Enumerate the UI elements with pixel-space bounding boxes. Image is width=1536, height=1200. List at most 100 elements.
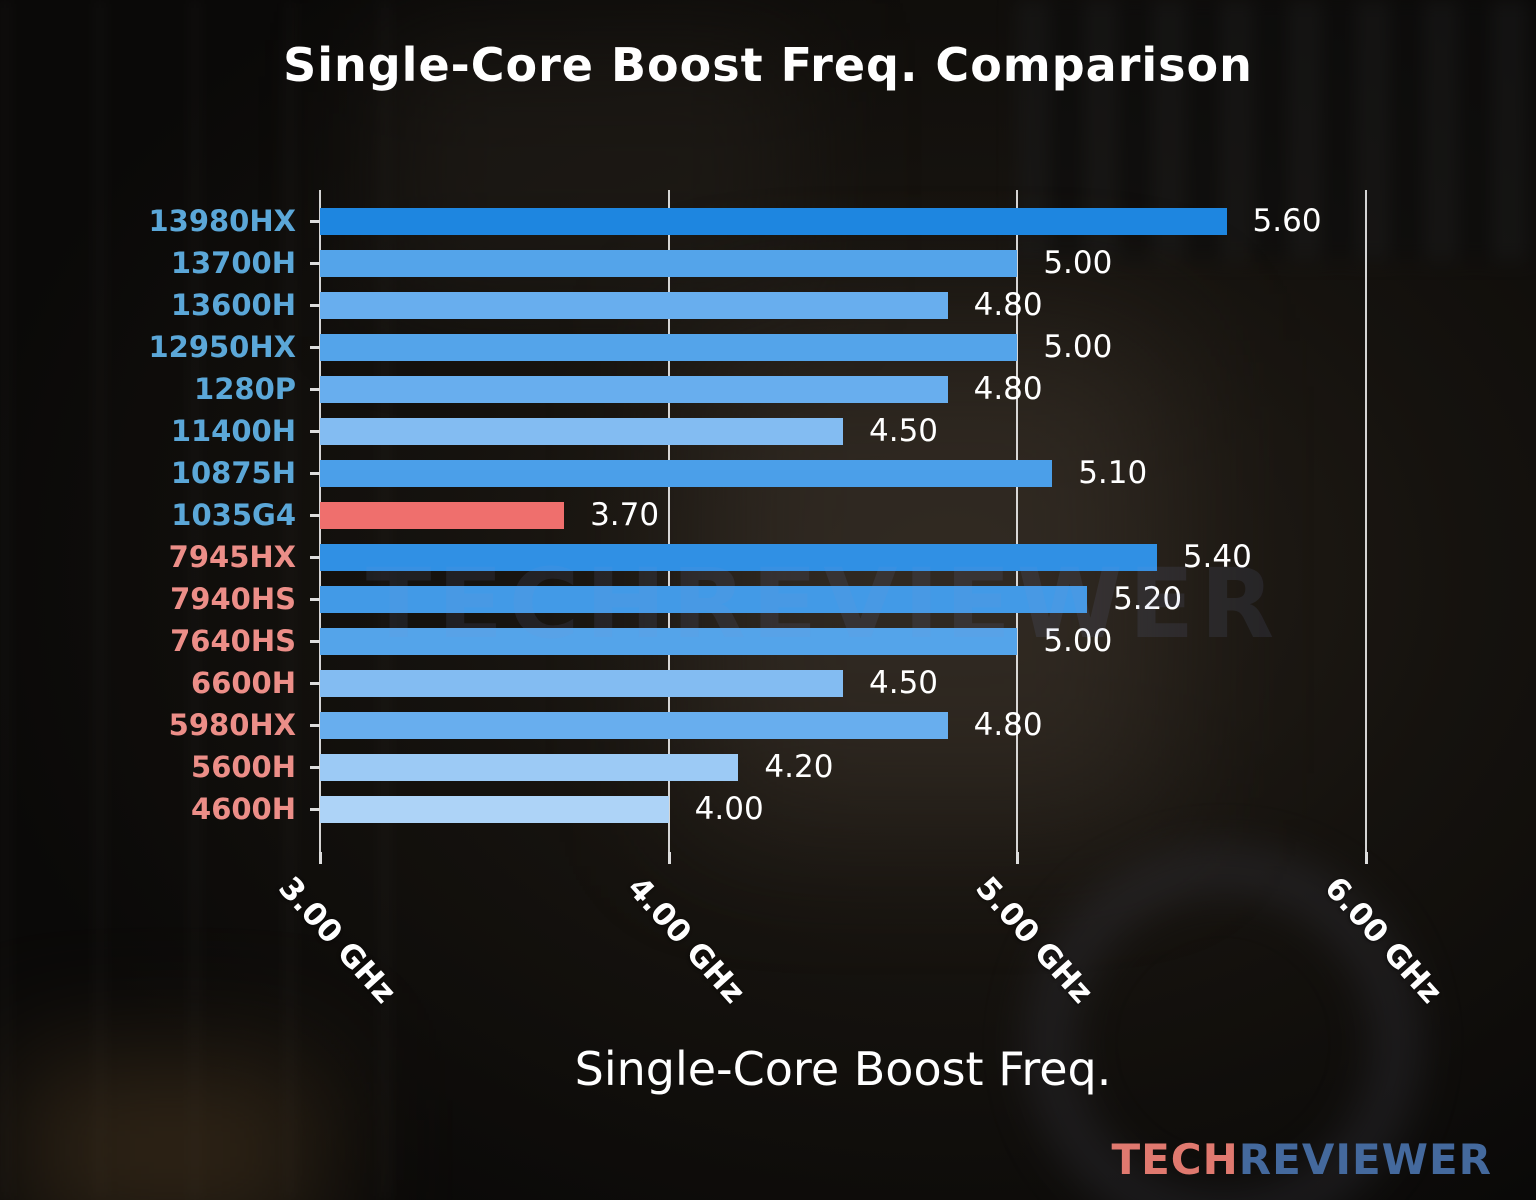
category-label: 1280P xyxy=(194,371,296,406)
value-label: 5.40 xyxy=(1182,538,1252,575)
chart-row: 10875H 5.10 xyxy=(60,452,1366,494)
value-label: 5.10 xyxy=(1078,454,1148,491)
value-label: 5.00 xyxy=(1043,328,1113,365)
y-tick-mark xyxy=(310,345,320,349)
y-tick-mark xyxy=(310,807,320,811)
bar-7940hs xyxy=(320,585,1088,613)
bar-track: 4.80 xyxy=(320,368,1366,410)
bar-track: 5.00 xyxy=(320,620,1366,662)
bar-6600h xyxy=(320,669,843,697)
y-tick-mark xyxy=(310,219,320,223)
x-tick-label: 4.00 GHz xyxy=(619,870,752,1011)
brand-logo-part2: REVIEWER xyxy=(1238,1135,1492,1184)
category-label: 13980HX xyxy=(148,203,296,238)
value-label: 4.00 xyxy=(694,790,764,827)
bar-13980hx xyxy=(320,207,1227,235)
category-label: 5980HX xyxy=(168,707,296,742)
background-blur-shape xyxy=(20,1060,320,1200)
value-label: 5.00 xyxy=(1043,244,1113,281)
bar-track: 4.80 xyxy=(320,284,1366,326)
value-label: 4.80 xyxy=(973,286,1043,323)
x-tick-mark xyxy=(319,852,322,864)
category-label: 7640HS xyxy=(170,623,296,658)
bar-track: 5.40 xyxy=(320,536,1366,578)
chart-row: 7640HS 5.00 xyxy=(60,620,1366,662)
bar-track: 5.10 xyxy=(320,452,1366,494)
value-label: 4.80 xyxy=(973,370,1043,407)
value-label: 4.20 xyxy=(764,748,834,785)
category-label: 11400H xyxy=(170,413,296,448)
bar-track: 4.50 xyxy=(320,410,1366,452)
chart-row: 6600H 4.50 xyxy=(60,662,1366,704)
y-tick-mark xyxy=(310,639,320,643)
chart-row: 7940HS 5.20 xyxy=(60,578,1366,620)
bar-1035g4 xyxy=(320,501,565,529)
brand-logo-part1: TECH xyxy=(1111,1135,1239,1184)
bar-13700h xyxy=(320,249,1018,277)
bar-12950hx xyxy=(320,333,1018,361)
gridline xyxy=(1016,190,1019,852)
chart-row: 5980HX 4.80 xyxy=(60,704,1366,746)
bar-track: 5.00 xyxy=(320,326,1366,368)
x-tick-label: 5.00 GHz xyxy=(968,870,1101,1011)
category-label: 13600H xyxy=(170,287,296,322)
category-label: 1035G4 xyxy=(171,497,296,532)
value-label: 5.20 xyxy=(1113,580,1183,617)
chart-row: 4600H 4.00 xyxy=(60,788,1366,830)
bar-5600h xyxy=(320,753,739,781)
bar-track: 5.60 xyxy=(320,200,1366,242)
chart-row: 12950HX 5.00 xyxy=(60,326,1366,368)
chart-row: 5600H 4.20 xyxy=(60,746,1366,788)
gridline xyxy=(1365,190,1367,852)
watermark: TECHREVIEWER xyxy=(365,548,1281,660)
y-tick-mark xyxy=(310,765,320,769)
bar-track: 5.00 xyxy=(320,242,1366,284)
chart-row: 13700H 5.00 xyxy=(60,242,1366,284)
bar-track: 3.70 xyxy=(320,494,1366,536)
category-label: 12950HX xyxy=(148,329,296,364)
y-tick-mark xyxy=(310,387,320,391)
value-label: 4.50 xyxy=(869,412,939,449)
bar-4600h xyxy=(320,795,669,823)
category-label: 13700H xyxy=(170,245,296,280)
bar-track: 5.20 xyxy=(320,578,1366,620)
gridline xyxy=(667,190,670,852)
y-tick-mark xyxy=(310,429,320,433)
bar-track: 4.50 xyxy=(320,662,1366,704)
y-tick-mark xyxy=(310,555,320,559)
category-label: 5600H xyxy=(191,749,296,784)
value-label: 5.00 xyxy=(1043,622,1113,659)
brand-logo: TECHREVIEWER xyxy=(1111,1135,1492,1184)
category-label: 4600H xyxy=(191,791,296,826)
bar-track: 4.20 xyxy=(320,746,1366,788)
category-label: 6600H xyxy=(191,665,296,700)
bar-track: 4.80 xyxy=(320,704,1366,746)
x-tick-mark xyxy=(1016,852,1020,864)
value-label: 4.80 xyxy=(973,706,1043,743)
value-label: 4.50 xyxy=(869,664,939,701)
value-label: 3.70 xyxy=(590,496,660,533)
y-tick-mark xyxy=(310,597,320,601)
value-label: 5.60 xyxy=(1252,202,1322,239)
x-axis-label: Single-Core Boost Freq. xyxy=(574,1042,1112,1096)
bar-10875h xyxy=(320,459,1053,487)
category-label: 7945HX xyxy=(168,539,296,574)
bar-13600h xyxy=(320,291,948,319)
x-tick-mark xyxy=(667,852,671,864)
x-axis-ticks: 3.00 GHz 4.00 GHz 5.00 GHz 6.00 GHz xyxy=(271,862,1449,1032)
y-tick-mark xyxy=(310,261,320,265)
chart-title: Single-Core Boost Freq. Comparison xyxy=(283,38,1253,92)
x-tick-mark xyxy=(1365,852,1368,864)
chart-row: 13600H 4.80 xyxy=(60,284,1366,326)
bar-5980hx xyxy=(320,711,948,739)
chart-row: 13980HX 5.60 xyxy=(60,200,1366,242)
bar-7640hs xyxy=(320,627,1018,655)
y-tick-mark xyxy=(310,723,320,727)
chart-row: 1280P 4.80 xyxy=(60,368,1366,410)
chart-row: 11400H 4.50 xyxy=(60,410,1366,452)
y-tick-mark xyxy=(310,681,320,685)
bar-7945hx xyxy=(320,543,1157,571)
chart-row: 7945HX 5.40 xyxy=(60,536,1366,578)
category-label: 7940HS xyxy=(170,581,296,616)
